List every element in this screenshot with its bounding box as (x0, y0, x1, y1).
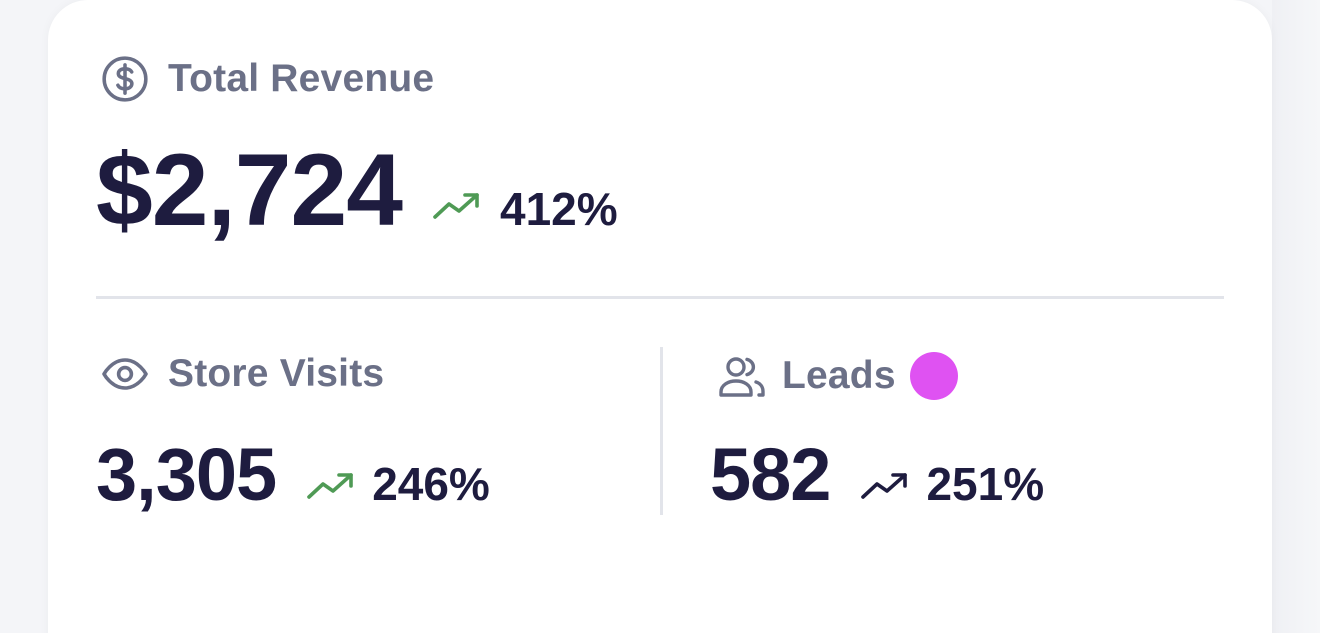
divider-vertical (660, 347, 663, 515)
divider-horizontal (96, 296, 1224, 299)
revenue-change: 412% (499, 183, 618, 235)
store-visits-change: 246% (372, 458, 490, 510)
background-strip (1272, 0, 1320, 633)
revenue-metric: $2,724 412% (96, 132, 618, 249)
leads-header: Leads (716, 352, 958, 400)
leads-label: Leads (782, 354, 896, 397)
trending-up-icon (432, 189, 482, 223)
metrics-card: Total Revenue $2,724 412% Store Visits (48, 0, 1272, 633)
store-visits-metric: 3,305 246% (96, 432, 490, 517)
revenue-label: Total Revenue (168, 57, 435, 100)
leads-metric: 582 251% (710, 432, 1044, 517)
store-visits-label: Store Visits (168, 352, 385, 395)
trending-up-icon (306, 469, 356, 503)
eye-icon (100, 354, 150, 394)
store-visits-header: Store Visits (100, 352, 384, 396)
revenue-value: $2,724 (96, 133, 403, 247)
leads-value: 582 (710, 433, 831, 516)
trending-up-icon (860, 469, 910, 503)
revenue-header: Total Revenue (100, 54, 434, 104)
leads-change: 251% (926, 458, 1045, 510)
dollar-circle-icon (100, 54, 150, 104)
leads-status-dot (909, 352, 958, 400)
users-icon (716, 353, 768, 399)
store-visits-value: 3,305 (96, 433, 277, 516)
